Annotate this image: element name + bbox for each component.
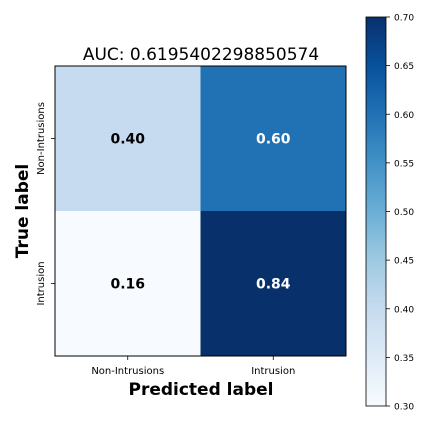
colorbar-tick-label: 0.45: [394, 257, 414, 267]
y-tick-label: Intrusion: [36, 261, 47, 305]
colorbar-tick-label: 0.30: [394, 403, 414, 413]
x-tick-label: Intrusion: [251, 366, 295, 377]
colorbar-tick-label: 0.55: [394, 159, 414, 169]
cell-value-label: 0.16: [110, 277, 145, 293]
colorbar-tick-label: 0.40: [394, 305, 414, 315]
y-tick-label: Non-Intrusions: [36, 102, 47, 175]
heatmap-cell: [200, 211, 346, 356]
x-tick-label: Non-Intrusions: [91, 366, 164, 377]
colorbar-tick-label: 0.60: [394, 111, 414, 121]
chart-title: AUC: 0.6195402298850574: [83, 45, 319, 65]
colorbar-tick-label: 0.35: [394, 354, 414, 364]
colorbar: 0.30 0.35 0.40 0.45 0.50 0.55 0.60 0.65 0.70: [365, 14, 414, 413]
y-axis: Non-Intrusions Intrusion: [36, 102, 55, 306]
cell-value-label: 0.60: [256, 132, 291, 148]
heatmap-cell: [200, 66, 346, 211]
x-axis-label: Predicted label: [128, 380, 273, 400]
y-axis-label: True label: [13, 164, 33, 259]
colorbar-tick-label: 0.50: [394, 208, 414, 218]
colorbar-tick-label: 0.65: [394, 62, 414, 72]
heatmap-cell: [55, 66, 201, 211]
heatmap-cell: [55, 211, 201, 356]
heatmap-cells: 0.40 0.60 0.16 0.84: [55, 66, 346, 356]
x-axis: Non-Intrusions Intrusion: [91, 356, 295, 377]
cell-value-label: 0.84: [256, 277, 291, 293]
cell-value-label: 0.40: [110, 132, 145, 148]
colorbar-gradient: [365, 16, 387, 407]
plot-frame: [54, 65, 347, 357]
colorbar-tick-label: 0.70: [394, 14, 414, 24]
